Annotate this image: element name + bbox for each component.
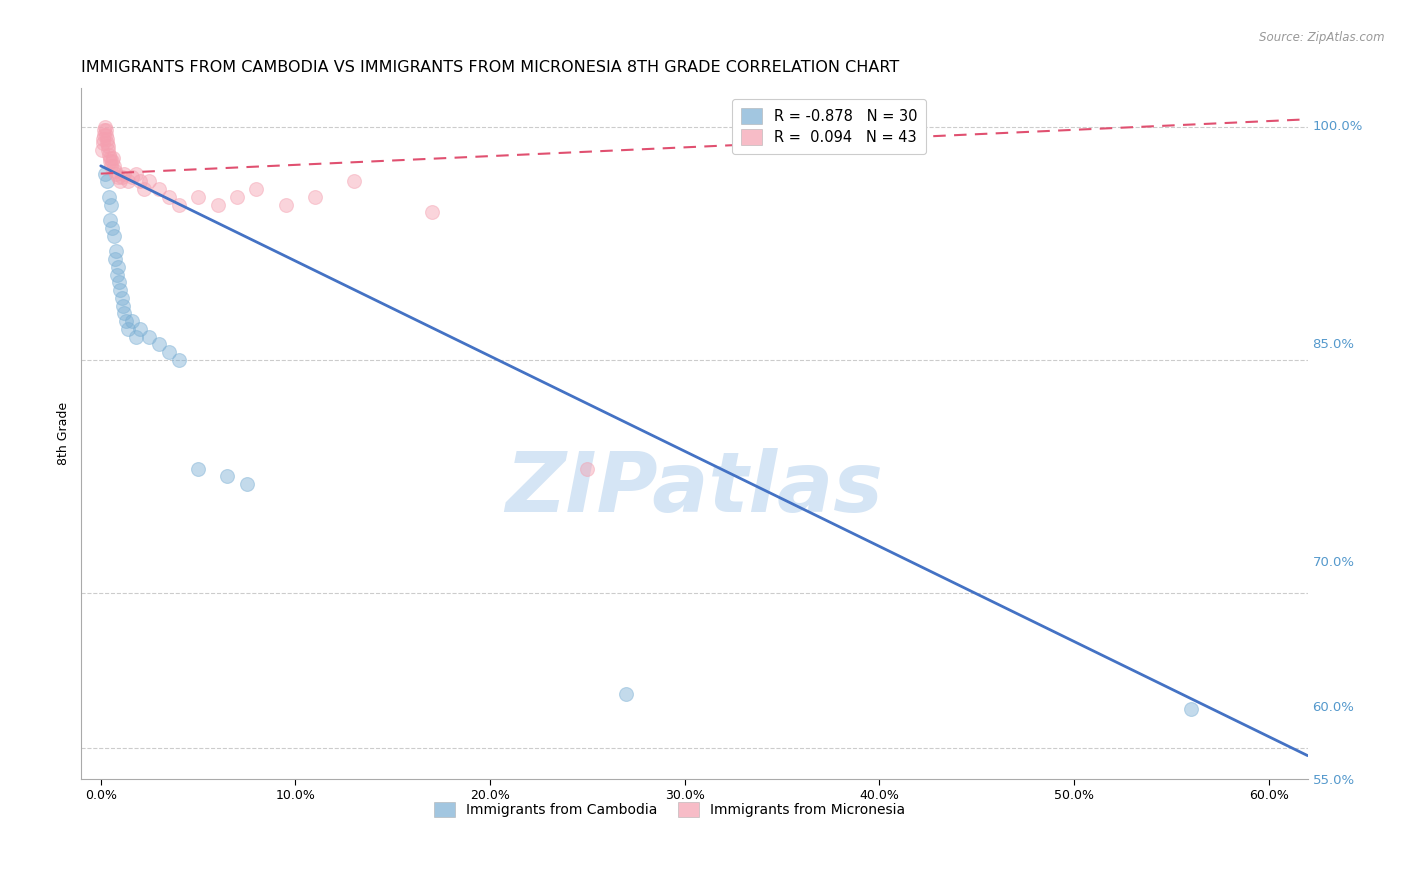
Point — [96, 132, 118, 146]
Point — [245, 182, 267, 196]
Point — [187, 190, 209, 204]
Point — [103, 228, 125, 243]
Point — [96, 128, 118, 142]
Point — [138, 174, 160, 188]
Point — [101, 221, 124, 235]
Point — [93, 120, 115, 134]
Point — [207, 197, 229, 211]
Point — [148, 182, 170, 196]
Point — [93, 128, 115, 142]
Point — [138, 329, 160, 343]
Point — [104, 252, 127, 266]
Point — [121, 314, 143, 328]
Point — [274, 197, 297, 211]
Point — [97, 190, 120, 204]
Point — [121, 169, 143, 184]
Text: ZIPatlas: ZIPatlas — [506, 449, 883, 529]
Point — [217, 469, 239, 483]
Point — [105, 244, 128, 259]
Point — [128, 174, 150, 188]
Point — [304, 190, 326, 204]
Point — [96, 136, 118, 150]
Point — [97, 144, 120, 158]
Point — [93, 167, 115, 181]
Point — [105, 167, 128, 181]
Point — [157, 190, 180, 204]
Point — [98, 151, 121, 165]
Text: IMMIGRANTS FROM CAMBODIA VS IMMIGRANTS FROM MICRONESIA 8TH GRADE CORRELATION CHA: IMMIGRANTS FROM CAMBODIA VS IMMIGRANTS F… — [82, 60, 900, 75]
Point — [148, 337, 170, 351]
Point — [343, 174, 366, 188]
Legend: Immigrants from Cambodia, Immigrants from Micronesia: Immigrants from Cambodia, Immigrants fro… — [427, 795, 912, 824]
Point — [101, 154, 124, 169]
Point — [112, 299, 135, 313]
Point — [115, 314, 138, 328]
Point — [112, 306, 135, 320]
Point — [576, 461, 599, 475]
Point — [97, 148, 120, 162]
Point — [100, 154, 122, 169]
Point — [157, 345, 180, 359]
Point — [90, 144, 112, 158]
Point — [100, 213, 122, 227]
Point — [226, 190, 249, 204]
Point — [128, 322, 150, 336]
Point — [105, 268, 128, 282]
Point — [91, 132, 114, 146]
Point — [187, 461, 209, 475]
Point — [125, 167, 148, 181]
Point — [100, 197, 122, 211]
Point — [117, 174, 139, 188]
Point — [97, 138, 120, 153]
Point — [111, 169, 134, 184]
Point — [100, 159, 122, 173]
Point — [108, 275, 131, 289]
Point — [1180, 702, 1202, 716]
Point — [125, 329, 148, 343]
Point — [167, 352, 190, 367]
Point — [420, 205, 443, 219]
Text: Source: ZipAtlas.com: Source: ZipAtlas.com — [1260, 31, 1385, 45]
Point — [107, 169, 129, 184]
Point — [614, 687, 637, 701]
Point — [103, 151, 125, 165]
Point — [112, 167, 135, 181]
Point — [110, 283, 132, 297]
Point — [117, 322, 139, 336]
Y-axis label: 8th Grade: 8th Grade — [58, 402, 70, 465]
Point — [103, 159, 125, 173]
Point — [107, 260, 129, 274]
Point — [96, 174, 118, 188]
Point — [104, 163, 127, 178]
Point — [235, 477, 257, 491]
Point — [167, 197, 190, 211]
Point — [111, 291, 134, 305]
Point — [132, 182, 155, 196]
Point — [110, 174, 132, 188]
Point — [93, 123, 115, 137]
Point — [91, 136, 114, 150]
Point — [94, 123, 117, 137]
